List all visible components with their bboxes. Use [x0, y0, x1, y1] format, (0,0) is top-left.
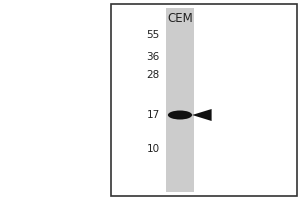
Polygon shape	[192, 109, 212, 121]
Text: CEM: CEM	[167, 12, 193, 25]
Text: 10: 10	[147, 144, 160, 154]
Text: 28: 28	[146, 70, 160, 80]
Bar	[111, 4, 297, 196]
Bar	[166, 8, 194, 192]
Ellipse shape	[168, 110, 192, 119]
Text: 36: 36	[146, 52, 160, 62]
Text: 17: 17	[146, 110, 160, 120]
Text: 55: 55	[146, 30, 160, 40]
